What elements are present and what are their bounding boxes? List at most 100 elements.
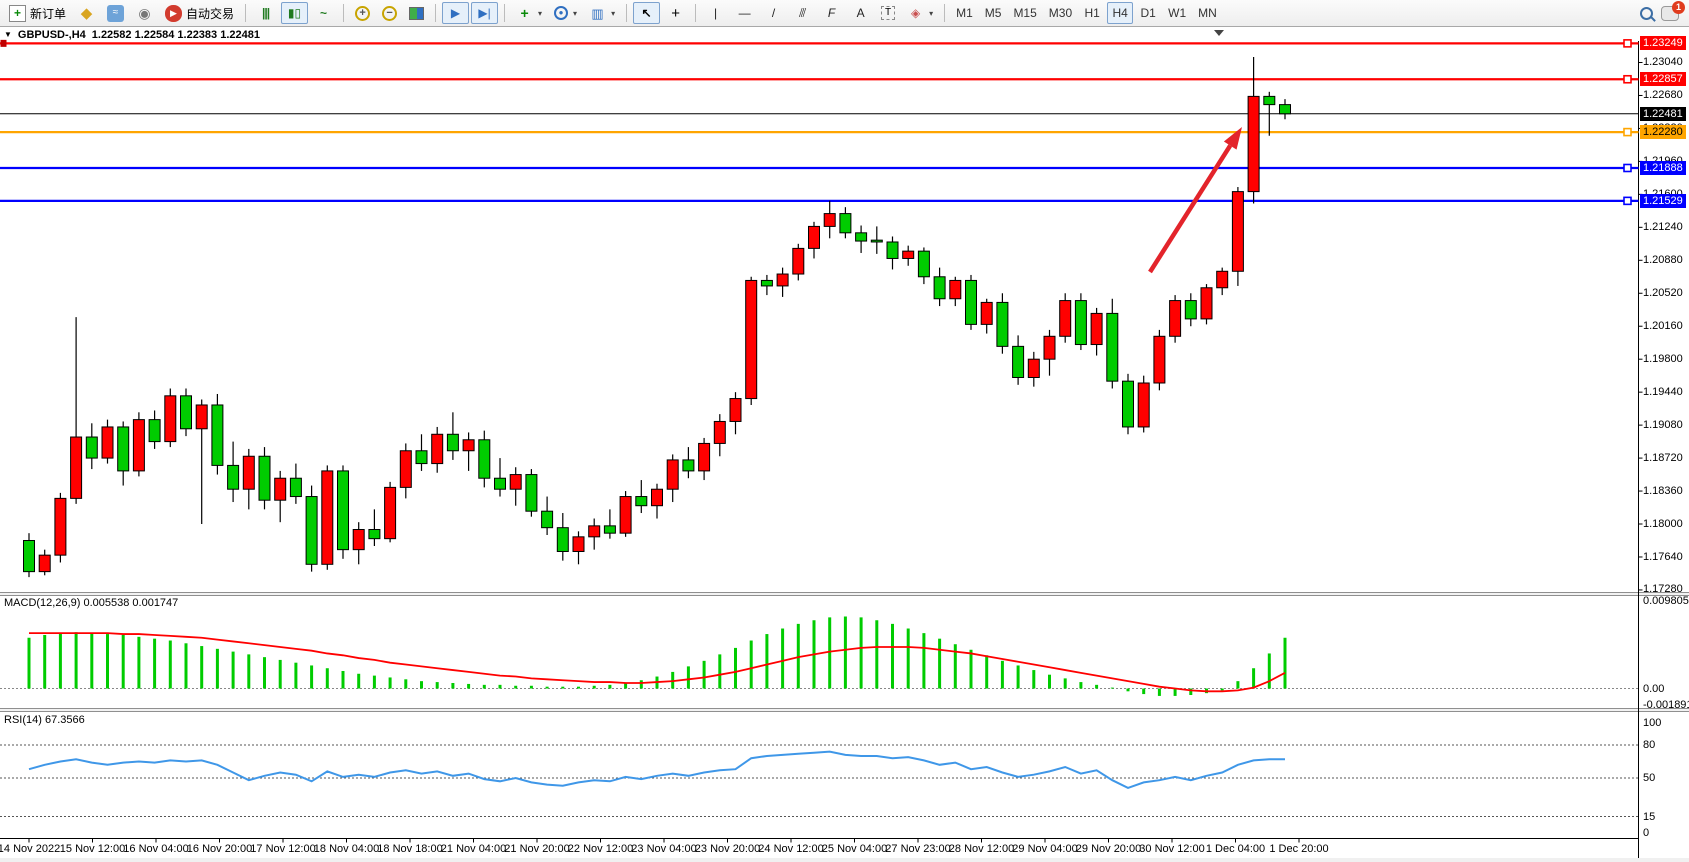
- line-chart-button[interactable]: ~: [310, 2, 337, 24]
- chevron-down-icon[interactable]: ▾: [573, 8, 578, 18]
- profile-button[interactable]: ≈: [102, 2, 129, 24]
- time-axis-label: 29 Nov 20:00: [1075, 843, 1142, 855]
- candle: [776, 273, 789, 287]
- candle: [227, 464, 240, 490]
- candle: [651, 488, 663, 507]
- fibonacci-button[interactable]: F: [818, 2, 845, 24]
- candle: [478, 439, 491, 479]
- chevron-down-icon[interactable]: ▾: [611, 8, 616, 18]
- text-label-button[interactable]: T: [876, 2, 900, 24]
- timeframe-m5-button[interactable]: M5: [980, 2, 1007, 24]
- timeframe-m15-button[interactable]: M15: [1008, 2, 1041, 24]
- price-axis-tick-label: 1.23040: [1643, 56, 1683, 68]
- candle: [603, 525, 616, 534]
- auto-trading-button[interactable]: ▶ 自动交易: [160, 2, 239, 24]
- zoom-out-button[interactable]: −: [377, 2, 402, 24]
- vertical-line-button[interactable]: |: [702, 2, 729, 24]
- market-watch-button[interactable]: ◆: [73, 2, 100, 24]
- timeframe-d1-button[interactable]: D1: [1135, 2, 1161, 24]
- text-button[interactable]: A: [847, 2, 874, 24]
- timeframe-h4-button[interactable]: H4: [1107, 2, 1134, 24]
- panel-separator-macd[interactable]: [0, 592, 1689, 596]
- price-axis-tick-label: 1.22680: [1643, 89, 1683, 101]
- new-order-button[interactable]: + 新订单: [4, 2, 71, 24]
- timeframe-mn-button[interactable]: MN: [1193, 2, 1222, 24]
- new-order-button-label: 新订单: [30, 6, 67, 21]
- chevron-down-icon[interactable]: ▼: [4, 30, 12, 39]
- cursor-button[interactable]: ↖: [633, 2, 661, 24]
- periods-button[interactable]: ● ▾: [549, 2, 582, 24]
- chart-symbol-title: GBPUSD-,H4: [17, 28, 86, 41]
- candle: [745, 279, 758, 400]
- price-line-handle[interactable]: [1623, 39, 1632, 48]
- candle: [101, 426, 114, 459]
- trend-arrow-head[interactable]: [1223, 127, 1242, 150]
- price-line-badge[interactable]: 1.22280: [1640, 125, 1686, 140]
- chart-shift-marker[interactable]: [1214, 30, 1224, 36]
- price-line-handle[interactable]: [0, 39, 7, 47]
- panel-separator-rsi[interactable]: [0, 708, 1689, 712]
- alerts-button[interactable]: ◉: [131, 2, 158, 24]
- candlestick-chart-button[interactable]: ▮▯: [281, 2, 309, 24]
- price-axis-tick-label: 1.18000: [1643, 517, 1683, 530]
- chat-icon[interactable]: 1: [1661, 0, 1685, 21]
- crosshair-button[interactable]: +: [662, 2, 689, 24]
- chevron-down-icon[interactable]: ▾: [538, 8, 543, 18]
- zoom-in-icon: +: [355, 5, 371, 21]
- tile-windows-button[interactable]: [404, 2, 429, 24]
- candle: [980, 301, 993, 325]
- timeframe-m1-button-label: M1: [956, 6, 973, 20]
- timeframe-w1-button-label: W1: [1168, 6, 1187, 20]
- candle: [274, 477, 287, 501]
- time-axis-label: 17 Nov 12:00: [250, 843, 316, 855]
- equidistant-channel-icon: ⫻: [799, 6, 807, 20]
- price-axis-tick-label: 1.19800: [1643, 352, 1683, 365]
- timeframe-w1-button[interactable]: W1: [1163, 2, 1191, 24]
- templates-icon: ▥: [591, 5, 604, 21]
- price-line-badge[interactable]: 1.21529: [1640, 193, 1686, 208]
- market-watch-icon: ◆: [80, 4, 93, 22]
- price-line-badge[interactable]: 1.23249: [1640, 36, 1686, 51]
- candle: [619, 496, 632, 534]
- price-line-handle[interactable]: [1623, 196, 1632, 206]
- trend-arrow[interactable]: [1148, 144, 1233, 274]
- candle: [839, 213, 852, 234]
- horizontal-line-button[interactable]: —: [731, 2, 758, 24]
- trendline-button[interactable]: /: [760, 2, 787, 24]
- candle: [933, 276, 946, 300]
- candle: [132, 419, 145, 472]
- arrows-button[interactable]: ◈ ▾: [902, 2, 938, 24]
- candle: [996, 301, 1009, 347]
- timeframe-m30-button[interactable]: M30: [1044, 2, 1077, 24]
- indicators-button[interactable]: + ▾: [511, 2, 547, 24]
- line-chart-icon: ~: [320, 6, 328, 20]
- candle: [1279, 104, 1291, 115]
- candle: [85, 436, 98, 459]
- price-axis-tick-label: 1.18720: [1643, 451, 1683, 464]
- candle: [588, 525, 601, 538]
- timeframe-m1-button[interactable]: M1: [951, 2, 978, 24]
- candle: [1074, 300, 1087, 346]
- templates-button[interactable]: ▥ ▾: [584, 2, 620, 24]
- bar-chart-button[interactable]: |||: [252, 2, 279, 24]
- chevron-down-icon[interactable]: ▾: [929, 8, 934, 18]
- search-icon[interactable]: [1640, 6, 1653, 20]
- equidistant-channel-button[interactable]: ⫻: [789, 2, 816, 24]
- toolbar-separator: [245, 4, 247, 22]
- timeframe-h1-button[interactable]: H1: [1079, 2, 1105, 24]
- candlestick-chart-icon: ▮▯: [287, 6, 302, 20]
- price-line-handle[interactable]: [1623, 74, 1632, 84]
- candle: [211, 404, 224, 466]
- auto-scroll-button[interactable]: ▶: [442, 2, 470, 24]
- arrows-icon: ◈: [910, 6, 921, 20]
- candle: [917, 250, 930, 278]
- price-line-badge[interactable]: 1.21888: [1640, 161, 1686, 175]
- zoom-in-button[interactable]: +: [350, 2, 375, 24]
- price-line-handle[interactable]: [1623, 163, 1632, 173]
- chart-shift-button[interactable]: ▶|: [471, 2, 499, 24]
- time-axis-label: 23 Nov 20:00: [694, 843, 761, 855]
- price-line-handle[interactable]: [1623, 127, 1632, 137]
- price-line-badge[interactable]: 1.22857: [1640, 72, 1686, 87]
- time-axis-label: 16 Nov 04:00: [123, 843, 189, 855]
